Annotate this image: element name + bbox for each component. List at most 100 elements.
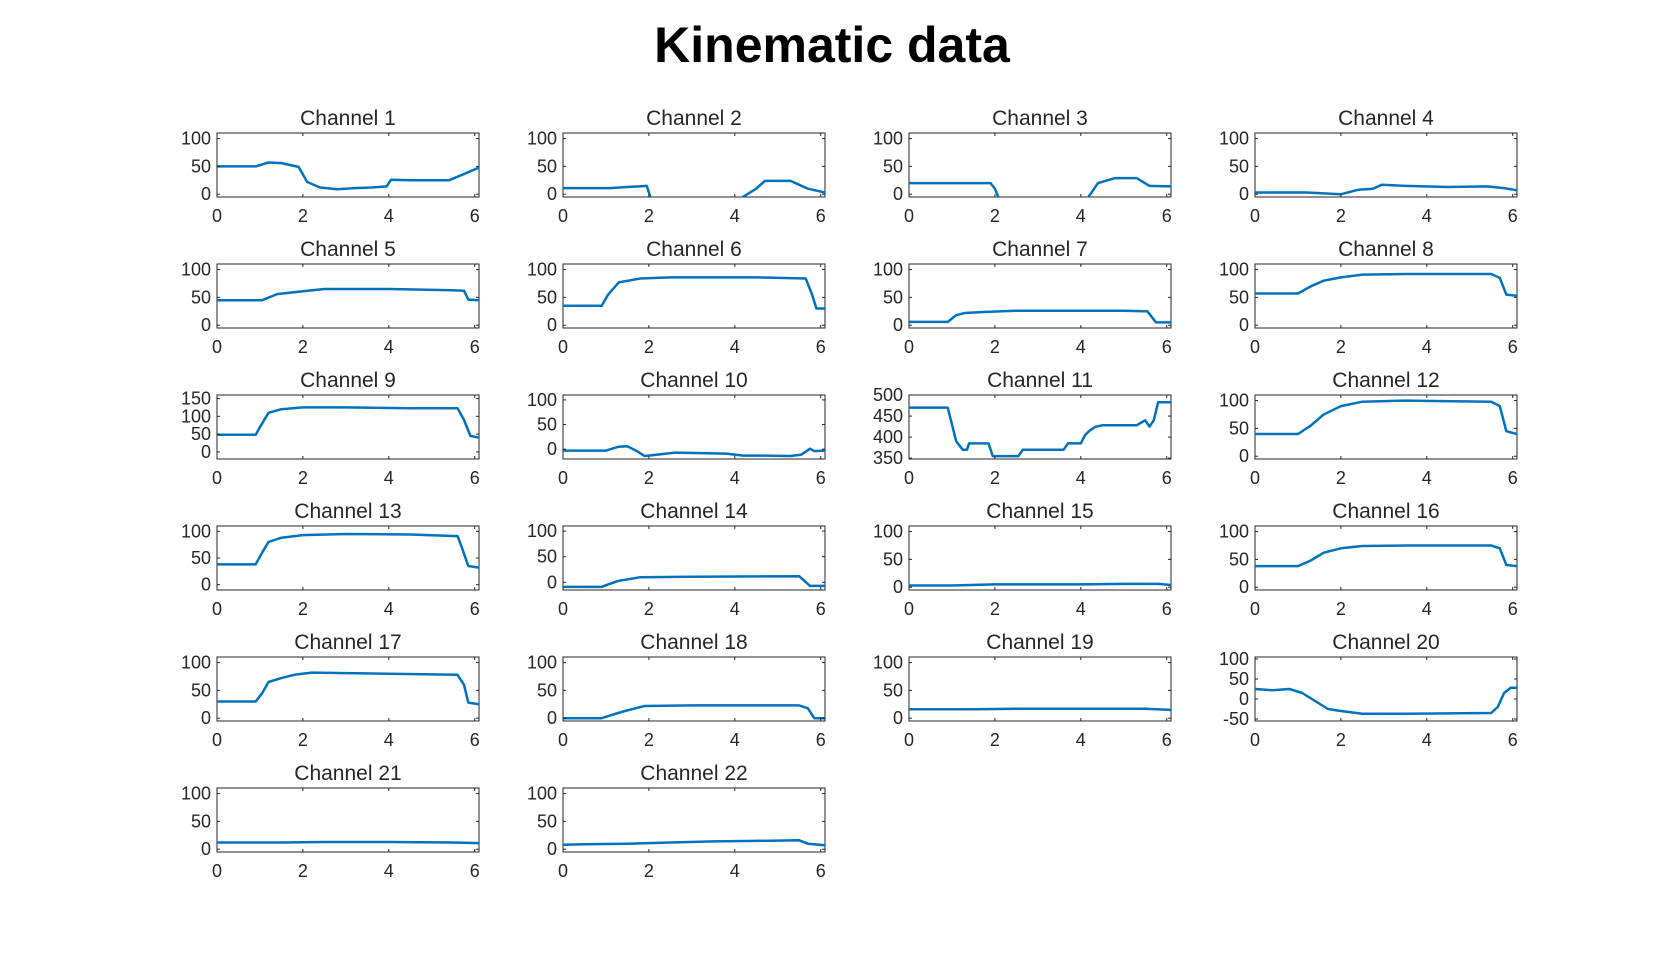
x-tick-label: 2 bbox=[990, 206, 1000, 226]
y-tick-label: 50 bbox=[537, 415, 557, 435]
x-tick-label: 4 bbox=[1422, 730, 1432, 750]
y-tick-label: 50 bbox=[191, 424, 211, 444]
axes-frame bbox=[562, 394, 826, 460]
x-tick-label: 4 bbox=[384, 730, 394, 750]
series-line bbox=[1255, 686, 1517, 716]
x-tick-label: 0 bbox=[904, 206, 914, 226]
series-line bbox=[1255, 272, 1517, 297]
x-tick-label: 6 bbox=[1508, 730, 1518, 750]
subplot-title: Channel 9 bbox=[300, 369, 396, 392]
x-tick-label: 4 bbox=[730, 206, 740, 226]
x-tick-label: 2 bbox=[644, 337, 654, 357]
x-tick-label: 2 bbox=[990, 337, 1000, 357]
series-line bbox=[909, 707, 1171, 712]
x-tick-label: 4 bbox=[1076, 337, 1086, 357]
subplot-1: Channel 1 0 2 4 6 0 50 100 bbox=[181, 107, 480, 226]
x-tick-label: 2 bbox=[644, 206, 654, 226]
y-tick-label: 100 bbox=[527, 390, 557, 410]
axes-frame bbox=[216, 656, 480, 722]
x-tick-label: 2 bbox=[298, 730, 308, 750]
x-tick-label: 4 bbox=[730, 468, 740, 488]
subplot-title: Channel 21 bbox=[294, 762, 401, 785]
y-tick-label: 100 bbox=[181, 406, 211, 426]
subplot-18: Channel 18 0 2 4 6 0 50 100 bbox=[527, 631, 826, 750]
x-tick-label: 2 bbox=[644, 599, 654, 619]
y-tick-label: 100 bbox=[181, 653, 211, 673]
figure-title: Kinematic data bbox=[654, 17, 1010, 73]
y-tick-label: 0 bbox=[201, 708, 211, 728]
x-tick-label: 0 bbox=[558, 206, 568, 226]
y-tick-label: 50 bbox=[1229, 549, 1249, 569]
series-line bbox=[217, 840, 479, 845]
y-tick-label: 100 bbox=[873, 653, 903, 673]
x-tick-label: 4 bbox=[730, 861, 740, 881]
y-tick-label: 0 bbox=[201, 575, 211, 595]
x-tick-label: 6 bbox=[1162, 337, 1172, 357]
subplot-title: Channel 16 bbox=[1332, 500, 1439, 523]
x-tick-label: 2 bbox=[644, 730, 654, 750]
y-tick-label: 50 bbox=[883, 156, 903, 176]
x-tick-label: 4 bbox=[384, 468, 394, 488]
y-tick-label: -50 bbox=[1223, 709, 1249, 729]
subplot-21: Channel 21 0 2 4 6 0 50 100 bbox=[181, 762, 480, 881]
x-tick-label: 0 bbox=[1250, 730, 1260, 750]
series-line bbox=[563, 179, 825, 197]
x-tick-label: 2 bbox=[298, 599, 308, 619]
x-tick-label: 0 bbox=[212, 468, 222, 488]
series-line bbox=[563, 276, 825, 310]
x-tick-label: 4 bbox=[384, 861, 394, 881]
series-line bbox=[217, 287, 479, 302]
subplot-3: Channel 3 0 2 4 6 0 50 100 bbox=[873, 107, 1172, 226]
axes-frame bbox=[908, 132, 1172, 198]
x-tick-label: 0 bbox=[904, 468, 914, 488]
y-tick-label: 450 bbox=[873, 406, 903, 426]
y-tick-label: 50 bbox=[191, 680, 211, 700]
y-tick-label: 50 bbox=[1229, 669, 1249, 689]
y-tick-label: 150 bbox=[181, 389, 211, 409]
subplot-title: Channel 22 bbox=[640, 762, 747, 785]
y-tick-label: 0 bbox=[893, 577, 903, 597]
y-tick-label: 0 bbox=[201, 184, 211, 204]
x-tick-label: 0 bbox=[558, 861, 568, 881]
axes-frame bbox=[908, 656, 1172, 722]
x-tick-label: 6 bbox=[816, 730, 826, 750]
y-tick-label: 50 bbox=[191, 548, 211, 568]
y-tick-label: 0 bbox=[201, 839, 211, 859]
x-tick-label: 2 bbox=[644, 861, 654, 881]
y-tick-label: 50 bbox=[883, 549, 903, 569]
y-tick-label: 0 bbox=[547, 839, 557, 859]
series-line bbox=[563, 574, 825, 589]
x-tick-label: 4 bbox=[730, 337, 740, 357]
x-tick-label: 4 bbox=[1422, 206, 1432, 226]
axes-frame bbox=[562, 263, 826, 329]
y-tick-label: 0 bbox=[1239, 315, 1249, 335]
y-tick-label: 100 bbox=[873, 129, 903, 149]
series-line bbox=[909, 582, 1171, 587]
x-tick-label: 0 bbox=[212, 337, 222, 357]
x-tick-label: 0 bbox=[558, 730, 568, 750]
y-tick-label: 100 bbox=[181, 260, 211, 280]
subplot-13: Channel 13 0 2 4 6 0 50 100 bbox=[181, 500, 480, 619]
y-tick-label: 100 bbox=[181, 784, 211, 804]
y-tick-label: 50 bbox=[537, 680, 557, 700]
subplot-19: Channel 19 0 2 4 6 0 50 100 bbox=[873, 631, 1172, 750]
y-tick-label: 100 bbox=[527, 653, 557, 673]
subplot-title: Channel 18 bbox=[640, 631, 747, 654]
series-line bbox=[217, 671, 479, 706]
x-tick-label: 4 bbox=[730, 730, 740, 750]
y-tick-label: 100 bbox=[873, 260, 903, 280]
x-tick-label: 2 bbox=[298, 337, 308, 357]
x-tick-label: 0 bbox=[212, 599, 222, 619]
series-line bbox=[1255, 183, 1517, 196]
x-tick-label: 4 bbox=[1076, 468, 1086, 488]
subplot-title: Channel 6 bbox=[646, 238, 742, 261]
series-line bbox=[1255, 399, 1517, 436]
axes-frame bbox=[1254, 656, 1518, 722]
subplot-title: Channel 15 bbox=[986, 500, 1093, 523]
x-tick-label: 4 bbox=[1076, 730, 1086, 750]
y-tick-label: 50 bbox=[537, 811, 557, 831]
y-tick-label: 50 bbox=[537, 156, 557, 176]
x-tick-label: 4 bbox=[730, 599, 740, 619]
